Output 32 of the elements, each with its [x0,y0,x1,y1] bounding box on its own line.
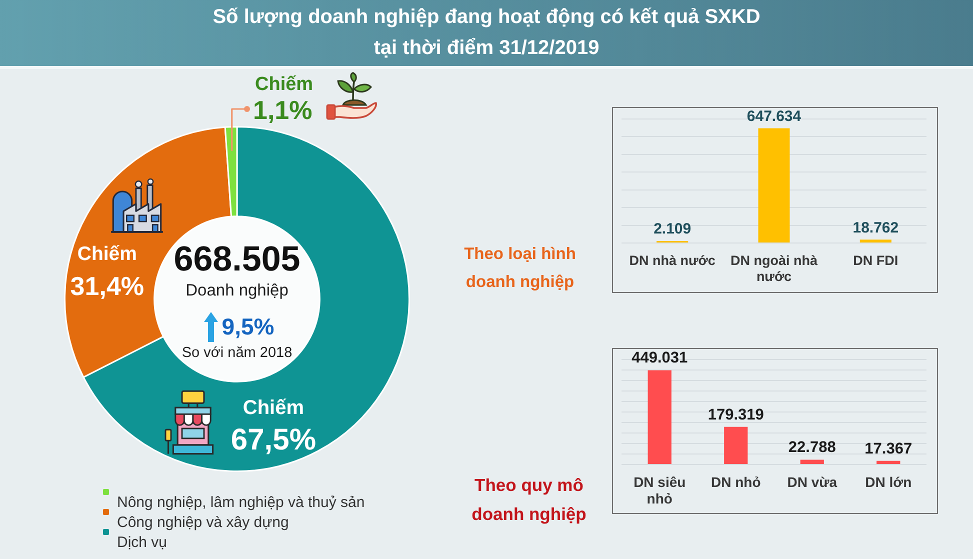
x-tick-label: DN vừa [787,474,838,490]
text: Theo loại hình doanh nghiệp [463,244,577,292]
legend-label: Công nghiệp và xây dựng [117,514,289,531]
x-tick-label: DN lớn [865,474,912,490]
data-label: 449.031 [632,350,688,367]
text: Số lượng doanh nghiệp đang hoạt động có kết quả SXKD [212,5,762,30]
bar [648,370,672,464]
text: Doanh nghiệp [186,282,288,300]
text: 668.505 [174,240,300,279]
text: So với năm 2018 [182,345,292,361]
legend-label: Nông nghiệp, lâm nghiệp và thuỷ sản [117,494,365,511]
data-label: 2.109 [654,220,692,238]
x-tick-label: DN ngoài nhà nước [730,252,818,284]
data-label: 17.367 [864,440,912,458]
data-label: 18.762 [852,219,899,236]
text: tại thời điểm 31/12/2019 [372,36,600,61]
data-label: 179.319 [708,406,764,424]
bar [876,460,900,464]
data-label: 22.788 [788,439,836,456]
data-label: Chiếm 31,4% [70,243,144,301]
x-tick-label: DN nhà nước [629,252,716,268]
bar [800,460,824,464]
data-label: Chiếm 1,1% [253,74,314,126]
text: Theo quy mô doanh nghiệp [470,474,588,526]
x-tick-label: DN siêu nhỏ [634,474,686,507]
data-label: 647.634 [746,108,802,125]
x-tick-label: DN FDI [853,252,898,268]
legend-label: Dịch vụ [117,534,168,551]
data-label: Chiếm 67,5% [230,396,316,457]
x-tick-label: DN nhỏ [710,474,761,490]
bar [724,426,748,464]
text: 9,5% [222,313,274,340]
